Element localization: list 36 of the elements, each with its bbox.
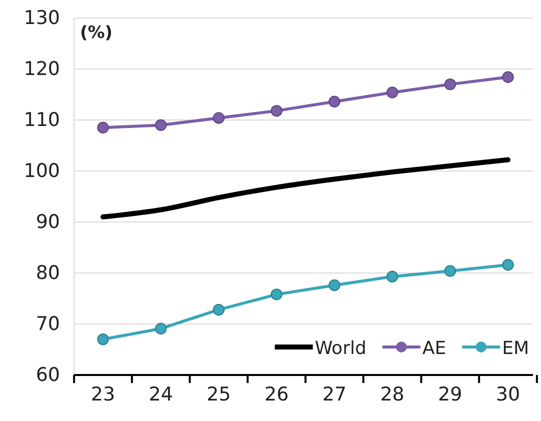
point	[502, 259, 514, 271]
point	[155, 322, 167, 334]
point	[444, 265, 456, 277]
point	[328, 96, 340, 108]
point	[212, 304, 225, 316]
x-tick-label: 24	[148, 383, 173, 406]
y-tick-label: 70	[36, 313, 60, 336]
x-tick-label: 26	[264, 383, 289, 406]
y-tick-label: 130	[24, 7, 60, 30]
legend-label: AE	[422, 338, 446, 359]
y-tick-label: 120	[24, 58, 60, 80]
point	[270, 288, 282, 300]
y-tick-label: 60	[36, 364, 60, 386]
x-tick-label: 27	[322, 383, 347, 406]
x-tick-label: 23	[90, 383, 116, 406]
point	[386, 270, 398, 282]
point	[328, 279, 340, 292]
legend-label: EM	[502, 338, 529, 359]
point	[444, 78, 456, 90]
y-tick-label: 90	[36, 211, 60, 234]
x-tick-label: 25	[206, 383, 231, 406]
y-tick-label: 80	[36, 262, 60, 284]
x-tick-label: 28	[380, 383, 404, 406]
y-tick-label: 110	[24, 109, 60, 132]
x-tick-label: 30	[496, 383, 520, 406]
point	[386, 86, 398, 98]
point	[97, 333, 109, 346]
point	[97, 122, 109, 134]
point	[502, 71, 514, 83]
point	[155, 119, 167, 131]
y-tick-label: 100	[24, 160, 60, 182]
legend-label: World	[314, 338, 366, 359]
x-tick-label: 29	[438, 383, 462, 406]
point	[270, 104, 282, 117]
y-axis-title: (%)	[80, 23, 113, 43]
point	[212, 112, 225, 124]
